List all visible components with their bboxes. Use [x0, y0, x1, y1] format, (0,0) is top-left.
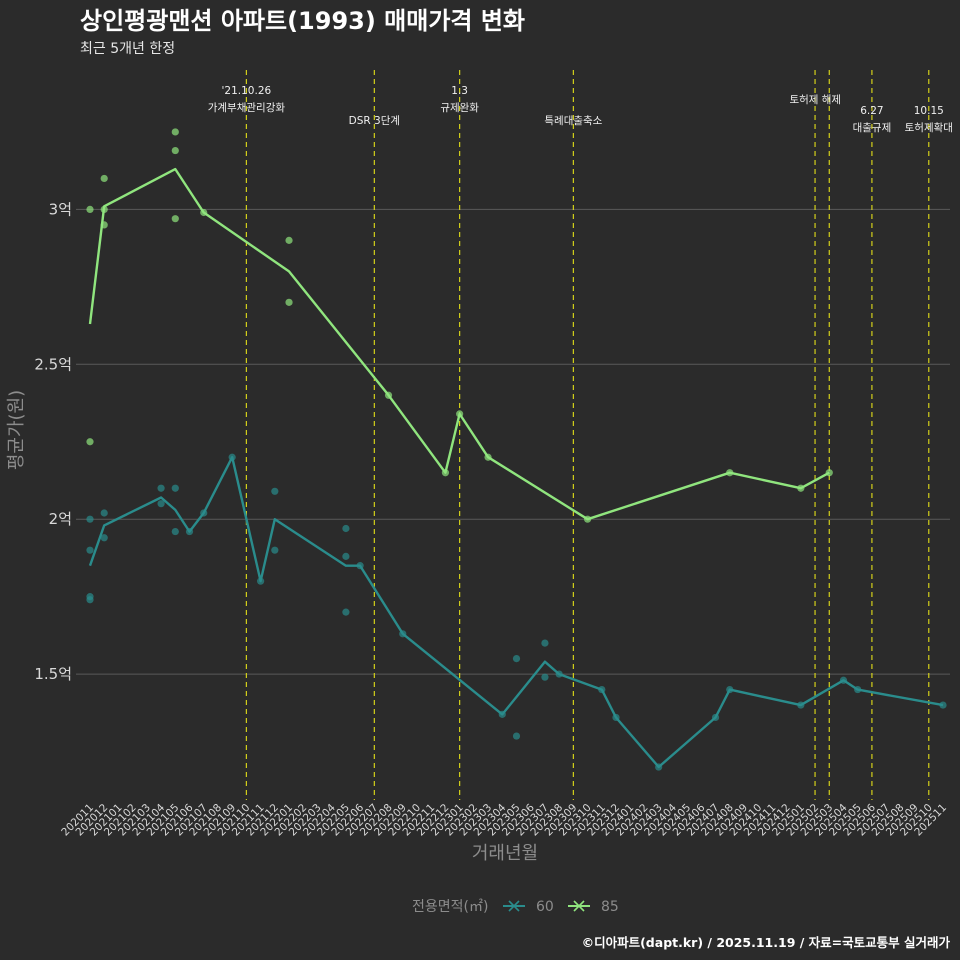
- data-point-60: [512, 654, 521, 663]
- data-point-85: [100, 174, 108, 183]
- policy-annotation-text: 1.3: [451, 85, 468, 97]
- legend-label-60: 60: [536, 899, 554, 915]
- data-point-60: [171, 527, 179, 536]
- policy-annotation-text: 특례대출축소: [544, 115, 602, 127]
- policy-annotation-text: 토허제 해제: [789, 93, 841, 106]
- y-tick-label: 3억: [49, 200, 72, 218]
- data-point-60: [100, 509, 108, 517]
- data-point-60: [86, 596, 94, 604]
- data-point-85: [171, 146, 179, 155]
- policy-lines: [245, 70, 930, 800]
- y-tick-label: 2억: [49, 510, 72, 528]
- data-point-85: [285, 298, 293, 306]
- chart-subtitle: 최근 5개년 한정: [80, 41, 175, 57]
- x-axis-ticks: 2020112020122021012021022021032021042021…: [59, 801, 949, 838]
- data-point-60: [512, 732, 521, 740]
- policy-annotation-text: 10.15: [914, 105, 944, 117]
- data-point-60: [86, 546, 94, 554]
- legend-title: 전용면적(㎡): [412, 899, 488, 915]
- data-point-60: [86, 515, 94, 523]
- y-tick-label: 2.5억: [34, 355, 72, 373]
- y-axis-label: 평균가(원): [6, 390, 27, 470]
- chart-caption: ©디아파트(dapt.kr) / 2025.11.19 / 자료=국토교통부 실…: [582, 935, 951, 950]
- policy-annotation-text: 6.27: [860, 105, 883, 117]
- data-point-85: [285, 236, 293, 244]
- data-point-60: [157, 500, 165, 508]
- data-point-60: [271, 546, 279, 554]
- data-point-60: [541, 673, 549, 681]
- legend-cross-icon: [573, 900, 585, 912]
- series: [86, 128, 947, 771]
- policy-annotation-text: 토허제확대: [905, 121, 953, 134]
- data-point-60: [342, 524, 350, 533]
- series-line-60: [88, 456, 944, 769]
- data-point-60: [342, 608, 350, 616]
- y-tick-label: 1.5억: [34, 665, 72, 683]
- data-point-85: [86, 438, 94, 446]
- data-point-60: [157, 484, 165, 492]
- grid: [76, 208, 950, 675]
- series-line-85: [88, 167, 830, 521]
- y-axis-ticks: 1.5억 2억 2.5억 3억: [34, 200, 72, 683]
- legend-label-85: 85: [601, 899, 619, 915]
- policy-annotation-text: '21.10.26: [222, 85, 272, 97]
- data-point-85: [86, 205, 94, 214]
- policy-annotation-text: 대출규제: [853, 122, 892, 134]
- legend: 전용면적(㎡) 60 85: [412, 899, 619, 915]
- data-point-60: [541, 639, 549, 647]
- chart-title: 상인평광맨션 아파트(1993) 매매가격 변화: [80, 7, 525, 35]
- data-point-60: [271, 487, 279, 495]
- policy-annotation-text: 규제완화: [440, 101, 479, 114]
- data-point-60: [171, 484, 179, 492]
- data-point-85: [171, 215, 179, 223]
- legend-cross-icon: [508, 900, 520, 912]
- policy-annotation-text: DSR 3단계: [349, 115, 400, 127]
- policy-annotation-text: 가계부채관리강화: [208, 102, 286, 114]
- data-point-60: [342, 552, 350, 560]
- data-point-60: [100, 534, 108, 542]
- data-point-85: [171, 128, 179, 136]
- x-axis-label: 거래년월: [472, 843, 538, 864]
